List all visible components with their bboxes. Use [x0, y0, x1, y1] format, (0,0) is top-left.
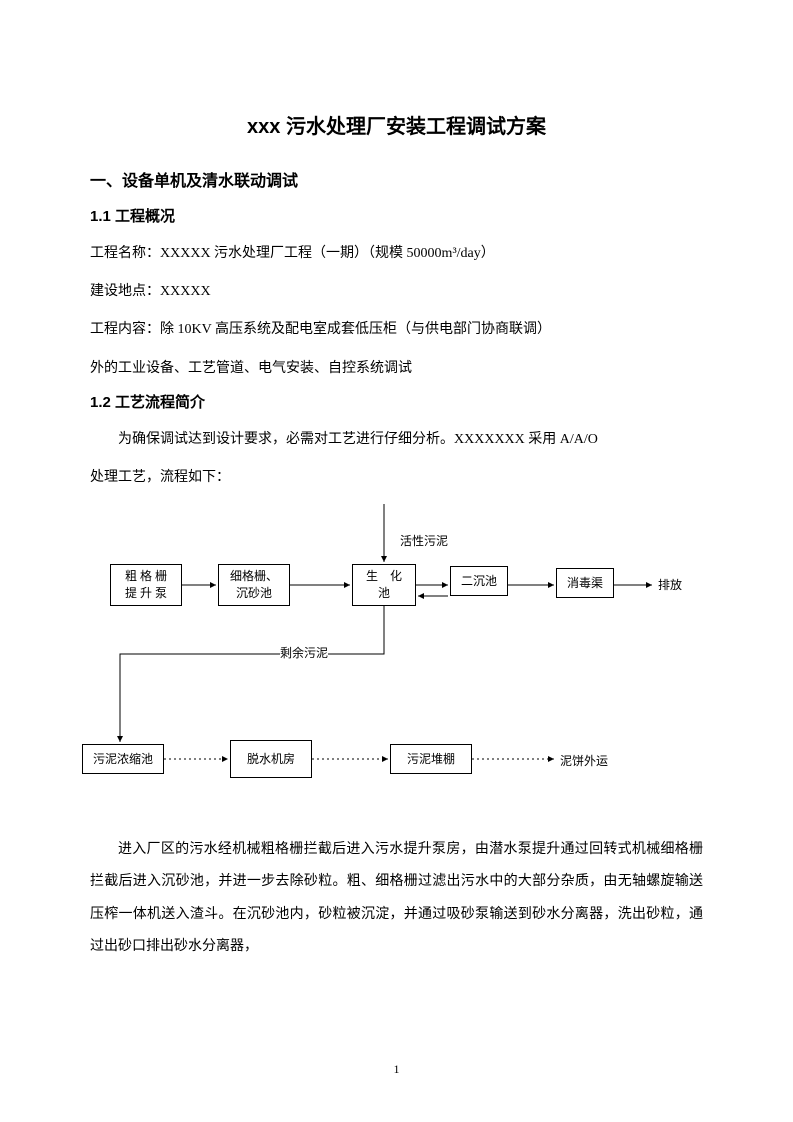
flowchart-arrows — [90, 504, 703, 824]
flow-node-disinfection: 消毒渠 — [556, 568, 614, 598]
flow-node-fine-grid: 细格栅、沉砂池 — [218, 564, 290, 606]
section-1-2-heading: 1.2 工艺流程简介 — [90, 391, 703, 412]
flow-out-discharge: 排放 — [658, 576, 682, 593]
project-name: 工程名称：XXXXX 污水处理厂工程（一期）（规模 50000m³/day） — [90, 238, 703, 270]
flow-node-sludge-shed: 污泥堆棚 — [390, 744, 472, 774]
section-1-heading: 一、设备单机及清水联动调试 — [90, 167, 703, 191]
flow-node-sludge-thickening: 污泥浓缩池 — [82, 744, 164, 774]
section-1-1-heading: 1.1 工程概况 — [90, 205, 703, 226]
flow-out-cake: 泥饼外运 — [560, 752, 608, 769]
flow-label-activated-sludge: 活性污泥 — [400, 532, 448, 549]
project-content-1: 工程内容：除 10KV 高压系统及配电室成套低压柜（与供电部门协商联调） — [90, 314, 703, 346]
flow-node-dewatering: 脱水机房 — [230, 740, 312, 778]
flow-node-biopool: 生 化池 — [352, 564, 416, 606]
flow-node-sedimentation: 二沉池 — [450, 566, 508, 596]
project-location: 建设地点：XXXXX — [90, 276, 703, 308]
page-title: xxx 污水处理厂安装工程调试方案 — [90, 110, 703, 139]
process-intro-2: 处理工艺，流程如下： — [90, 462, 703, 494]
flow-label-excess-sludge: 剩余污泥 — [280, 644, 328, 661]
project-content-2: 外的工业设备、工艺管道、电气安装、自控系统调试 — [90, 353, 703, 385]
flowchart: 粗 格 栅提 升 泵 细格栅、沉砂池 生 化池 二沉池 消毒渠 污泥浓缩池 脱水… — [90, 504, 703, 824]
process-intro-1: 为确保调试达到设计要求，必需对工艺进行仔细分析。XXXXXXX 采用 A/A/O — [90, 424, 703, 456]
page-number: 1 — [0, 1062, 793, 1077]
process-body: 进入厂区的污水经机械粗格栅拦截后进入污水提升泵房，由潜水泵提升通过回转式机械细格… — [90, 834, 703, 963]
flow-node-coarse-grid: 粗 格 栅提 升 泵 — [110, 564, 182, 606]
